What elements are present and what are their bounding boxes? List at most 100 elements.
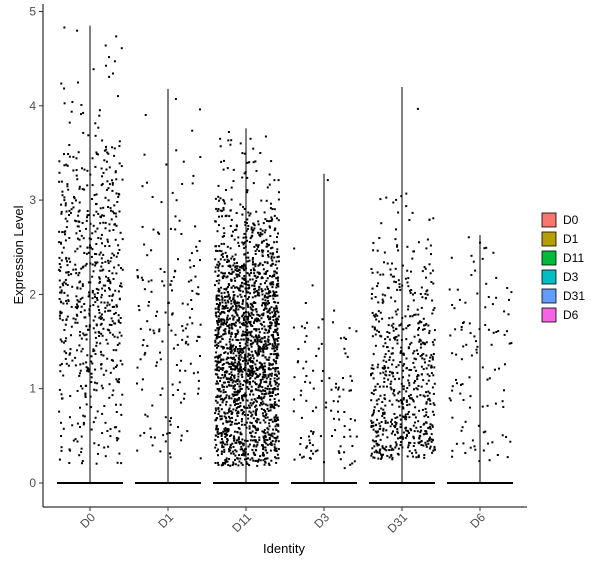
data-point: [235, 307, 238, 310]
data-point: [267, 250, 270, 253]
data-point: [383, 411, 386, 414]
data-point: [497, 330, 500, 333]
data-point: [242, 452, 245, 455]
data-point: [431, 355, 434, 358]
data-point: [271, 286, 274, 289]
data-point: [391, 347, 394, 350]
data-point: [274, 401, 277, 404]
data-point: [82, 265, 85, 268]
data-point: [59, 310, 62, 313]
data-point: [383, 377, 386, 380]
data-point: [256, 459, 259, 462]
data-point: [111, 306, 114, 308]
data-point: [422, 368, 425, 371]
data-point: [227, 131, 230, 133]
data-point: [72, 439, 75, 442]
data-point: [374, 313, 377, 316]
data-point: [402, 385, 405, 388]
data-point: [234, 332, 237, 335]
data-point: [162, 434, 165, 437]
data-point: [392, 359, 395, 362]
data-point: [76, 314, 79, 317]
data-point: [101, 316, 103, 319]
data-point: [255, 328, 258, 331]
data-point: [387, 324, 390, 327]
data-point: [256, 369, 259, 371]
data-point: [252, 336, 255, 339]
data-point: [270, 434, 273, 437]
data-point: [239, 404, 242, 407]
data-point: [407, 446, 410, 449]
data-point: [100, 363, 102, 366]
data-point: [215, 450, 218, 453]
data-point: [60, 446, 63, 449]
data-point: [311, 410, 314, 413]
data-point: [258, 294, 261, 297]
data-point: [241, 281, 243, 284]
data-point: [107, 187, 110, 190]
data-point: [451, 352, 454, 355]
data-point: [79, 363, 82, 366]
data-point: [229, 410, 232, 413]
data-point: [429, 272, 432, 275]
data-point: [118, 297, 121, 300]
data-point: [400, 339, 403, 342]
data-point: [372, 424, 375, 427]
data-point: [111, 183, 114, 186]
data-point: [380, 222, 383, 225]
data-point: [277, 282, 280, 285]
data-point: [220, 335, 223, 338]
data-point: [391, 423, 394, 426]
data-point: [101, 214, 104, 217]
data-point: [238, 454, 241, 456]
data-point: [254, 377, 257, 380]
data-point: [310, 430, 313, 433]
data-point: [482, 431, 485, 434]
data-point: [343, 425, 346, 428]
data-point: [220, 160, 223, 163]
data-point: [396, 339, 399, 342]
data-point: [219, 390, 222, 393]
data-point: [226, 307, 229, 310]
data-point: [215, 294, 218, 297]
data-point: [312, 369, 315, 372]
data-point: [231, 327, 234, 330]
data-point: [273, 443, 276, 446]
data-point: [423, 266, 426, 268]
data-point: [226, 430, 229, 433]
data-point: [234, 384, 236, 387]
data-point: [121, 393, 124, 396]
data-point: [100, 353, 103, 356]
data-point: [250, 422, 253, 425]
data-point: [108, 75, 111, 78]
data-point: [349, 435, 352, 438]
data-point: [311, 284, 314, 287]
data-point: [69, 260, 72, 263]
data-point: [425, 354, 428, 357]
data-point: [253, 245, 256, 248]
data-point: [404, 315, 407, 318]
data-point: [85, 325, 88, 328]
data-point: [225, 459, 228, 462]
data-point: [222, 442, 225, 444]
data-point: [58, 279, 61, 282]
data-point: [236, 431, 239, 433]
data-point: [232, 352, 235, 355]
data-point: [99, 280, 101, 283]
data-point: [292, 410, 295, 413]
data-point: [76, 422, 79, 425]
data-point: [268, 312, 271, 315]
data-point: [273, 407, 276, 410]
data-point: [455, 442, 458, 445]
data-point: [120, 47, 123, 50]
data-point: [251, 430, 254, 433]
data-point: [234, 358, 237, 361]
data-point: [74, 318, 77, 321]
data-point: [264, 304, 267, 307]
data-point: [238, 269, 241, 271]
data-point: [395, 399, 398, 402]
data-point: [271, 347, 274, 350]
data-point: [225, 432, 227, 435]
data-point: [263, 296, 266, 299]
data-point: [273, 273, 276, 276]
